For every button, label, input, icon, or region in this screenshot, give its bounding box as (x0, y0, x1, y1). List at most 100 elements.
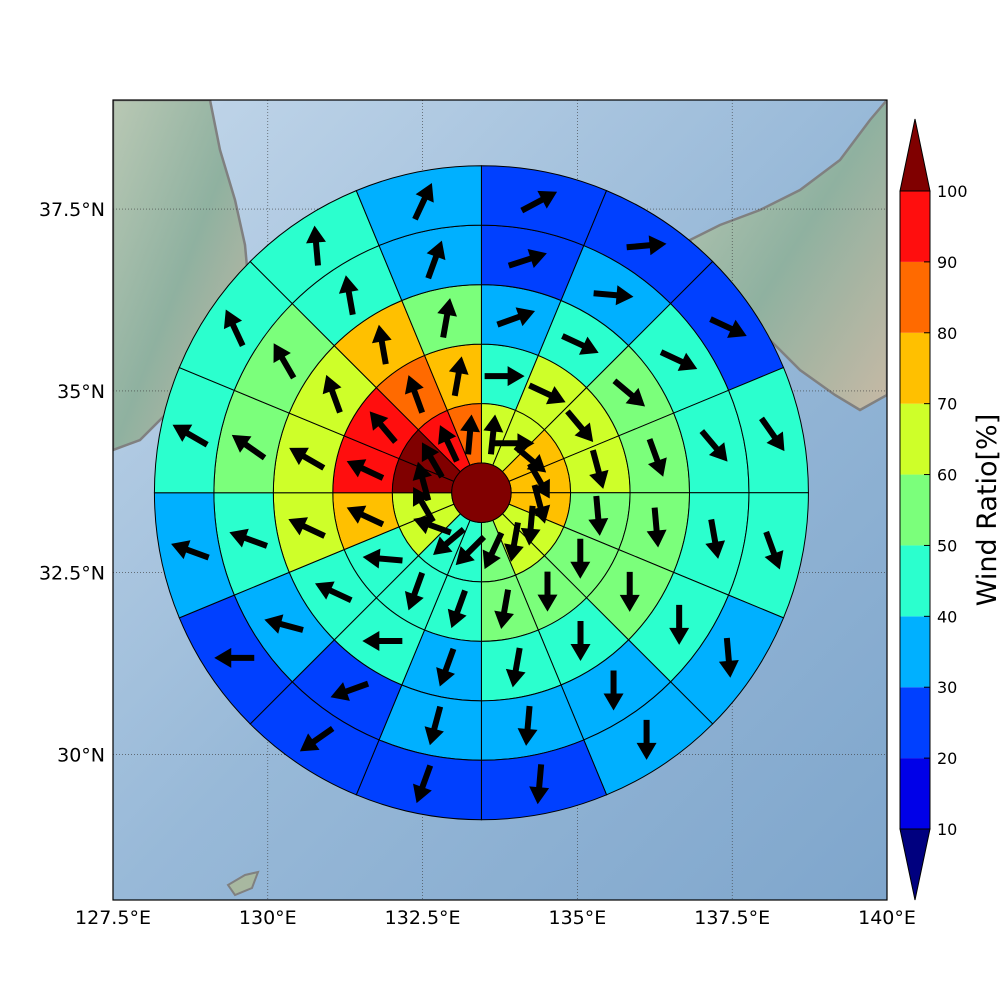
colorbar-segment (900, 687, 930, 759)
wind-vector-arrow (447, 589, 468, 629)
x-tick-label: 132.5°E (385, 907, 461, 929)
wind-vector-arrow (589, 449, 609, 489)
wind-vectors (171, 183, 785, 805)
x-tick-label: 127.5°E (75, 907, 151, 929)
colorbar-segment (900, 332, 930, 404)
wind-vector-arrow (172, 424, 209, 448)
x-tick-label: 130°E (239, 907, 297, 929)
colorbar-tick-label: 50 (937, 536, 957, 555)
wind-vector-arrow (505, 647, 526, 688)
colorbar-extend-min (899, 828, 931, 901)
wind-vector-arrow (603, 670, 624, 711)
wind-vector-arrow (288, 517, 326, 539)
colorbar-title: Wind Ratio[%] (972, 414, 1000, 606)
map-frame (112, 99, 888, 901)
colorbar-segment (900, 403, 930, 475)
colorbar-segment (900, 545, 930, 617)
wind-vector-arrow (346, 459, 385, 481)
wind-vector-arrow (299, 725, 335, 752)
wind-vector-arrow (482, 531, 505, 570)
wind-vector-arrow (646, 438, 667, 477)
wind-vector-arrow (513, 444, 547, 473)
colorbar-tick-label: 10 (937, 820, 957, 839)
wind-vector-arrow (537, 571, 558, 612)
wind-vector-arrow (412, 183, 434, 221)
colorbar-segment (900, 616, 930, 688)
wind-vector-arrow (171, 540, 210, 561)
y-tick-label: 35°N (57, 381, 105, 403)
wind-vector-arrow (460, 414, 481, 455)
x-tick-label: 135°E (549, 907, 607, 929)
wind-vector-arrow (520, 190, 558, 214)
wind-vector-arrow (588, 495, 609, 536)
y-tick-label: 30°N (57, 745, 105, 767)
colorbar-tick-label: 40 (937, 607, 957, 626)
wind-vector-arrow (494, 589, 514, 630)
wind-vector-arrow (517, 705, 538, 746)
wind-vector-arrow (412, 487, 436, 524)
wind-vector-arrow (570, 621, 591, 662)
wind-vector-arrow (763, 530, 784, 570)
wind-vector-arrow (669, 604, 690, 645)
colorbar-segment (900, 758, 930, 829)
colorbar-tick-label: 100 (937, 182, 968, 201)
wind-vector-arrow (709, 316, 747, 338)
wind-vector-arrow (759, 416, 785, 452)
y-tick-label: 37.5°N (39, 199, 105, 221)
colorbar-tick-label: 20 (937, 749, 957, 768)
wind-vector-arrow (520, 505, 541, 546)
wind-vector-arrow (322, 374, 343, 414)
y-axis-ticks: 30°N 32.5°N 35°N 37.5°N (39, 199, 105, 766)
wind-vector-arrow (507, 249, 547, 269)
wind-vector-arrow (496, 307, 536, 328)
wind-vector-arrow (338, 275, 359, 316)
wind-vector-arrow (306, 225, 326, 266)
wind-vector-arrow (214, 647, 255, 668)
wind-vector-arrow (646, 507, 667, 548)
x-tick-label: 137.5°E (694, 907, 770, 929)
wind-vector-arrow (289, 447, 326, 471)
wind-vector-arrow (570, 538, 591, 579)
wind-vector-arrow (455, 534, 487, 566)
x-tick-label: 140°E (858, 907, 916, 929)
wind-vector-arrow (229, 528, 268, 549)
wind-vector-arrow (362, 631, 403, 652)
wind-vector-arrow (413, 515, 452, 536)
colorbar-tick-label: 60 (937, 466, 957, 485)
wind-vector-arrow (371, 324, 392, 365)
center-cell (451, 462, 512, 523)
colorbar-tick-label: 80 (937, 324, 957, 343)
x-axis-ticks: 127.5°E 130°E 132.5°E 135°E 137.5°E 140°E (75, 907, 916, 929)
wind-vector-arrow (404, 571, 426, 611)
colorbar: 10 20 30 40 50 60 70 80 90 100 (899, 118, 968, 901)
wind-vector-arrow (527, 462, 550, 499)
wind-vector-arrow (494, 433, 535, 454)
colorbar-extend-max (899, 118, 931, 192)
wind-vector-arrow (561, 333, 599, 355)
wind-vector-arrow (718, 637, 739, 678)
wind-vector-arrow (438, 425, 460, 463)
wind-vector-arrow (314, 581, 353, 603)
wind-vector-arrow (437, 298, 457, 339)
wind-vector-arrow (504, 521, 524, 562)
wind-vector-arrow (330, 680, 370, 701)
y-tick-label: 32.5°N (39, 563, 105, 585)
wind-vector-arrow (448, 356, 469, 397)
wind-vector-arrow (612, 378, 646, 407)
wind-vector-arrow (626, 235, 667, 256)
wind-vector-arrow (436, 647, 457, 687)
wind-vector-arrow (369, 411, 398, 444)
wind-vector-arrow (362, 548, 403, 569)
wind-vector-arrow (424, 705, 444, 746)
wind-vector-arrow (231, 434, 267, 461)
colorbar-segment (900, 191, 930, 262)
wind-vector-arrow (264, 614, 304, 634)
colorbar-tick-label: 90 (937, 253, 957, 272)
wind-vector-arrow (699, 429, 728, 462)
wind-vector-arrow (530, 484, 551, 524)
wind-vector-arrow (346, 505, 385, 528)
wind-vector-arrow (412, 461, 432, 502)
wind-vector-arrow (273, 343, 297, 380)
colorbar-tick-label: 70 (937, 395, 957, 414)
